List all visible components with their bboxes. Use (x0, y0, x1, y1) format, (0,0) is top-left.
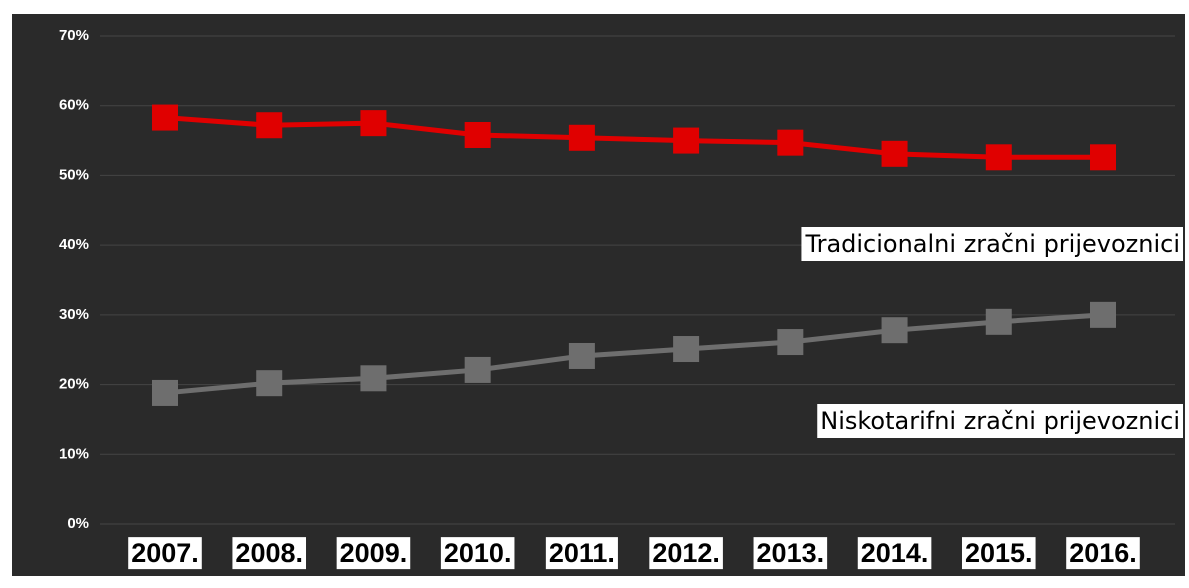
x-tick-label-box (336, 537, 411, 570)
x-tick-label-box (440, 537, 515, 570)
series-label-group: Niskotarifni zračni prijevoznici (817, 404, 1183, 438)
x-tick-label-box (649, 537, 723, 570)
marker (985, 308, 1012, 335)
x-tick-label-group: 2015. (961, 537, 1036, 570)
y-tick-label: 70% (59, 27, 89, 44)
x-tick-label-group: 2016. (1066, 537, 1140, 570)
y-tick-label: 10% (59, 445, 89, 462)
x-tick-label: 2007. (131, 538, 199, 568)
x-tick-label-group: 2008. (232, 537, 307, 570)
marker (881, 140, 908, 167)
marker (777, 329, 804, 356)
x-tick-label-group: 2009. (336, 537, 411, 570)
x-tick-label-group: 2012. (649, 537, 723, 570)
x-tick-label-box (545, 537, 618, 570)
series-label-group: Tradicionalni zračni prijevoznici (801, 227, 1183, 261)
y-tick-label: 0% (67, 515, 89, 532)
marker (673, 127, 700, 154)
marker (256, 112, 283, 139)
y-tick-label: 30% (59, 306, 89, 323)
x-tick-label: 2012. (652, 538, 720, 568)
x-tick-label-group: 2011. (545, 537, 618, 570)
marker (881, 317, 908, 344)
marker (985, 144, 1012, 171)
marker (673, 336, 700, 363)
x-tick-label-group: 2010. (440, 537, 515, 570)
marker (1090, 301, 1116, 328)
x-tick-label: 2014. (861, 538, 929, 568)
y-tick-label: 20% (59, 376, 89, 393)
x-tick-label: 2009. (340, 538, 408, 568)
marker (256, 370, 283, 397)
series-line (164, 115, 1103, 160)
marker (360, 365, 387, 392)
x-tick-label: 2016. (1069, 538, 1137, 568)
y-tick-label: 40% (59, 236, 89, 253)
x-tick-label-box (128, 537, 202, 570)
marker (152, 104, 178, 131)
marker (568, 342, 595, 369)
marker (777, 129, 804, 156)
marker (152, 379, 178, 406)
plot-background (12, 14, 1185, 576)
marker (464, 356, 491, 383)
marker (464, 121, 491, 148)
marker (360, 110, 387, 137)
x-tick-label: 2010. (444, 538, 512, 568)
x-tick-label-group: 2013. (753, 537, 828, 570)
marker (1090, 144, 1116, 171)
series-line (164, 312, 1104, 396)
x-tick-label-box (961, 537, 1036, 570)
x-tick-label-box (753, 537, 828, 570)
x-tick-label: 2008. (235, 538, 303, 568)
series-label: Tradicionalni zračni prijevoznici (804, 230, 1180, 258)
x-tick-label-box (1066, 537, 1140, 570)
y-tick-label: 60% (59, 97, 89, 114)
x-tick-label: 2013. (757, 538, 825, 568)
marker (568, 124, 595, 151)
y-tick-label: 50% (59, 166, 89, 183)
x-tick-label: 2011. (549, 538, 615, 568)
series-label-box (801, 227, 1183, 261)
series-label-box (817, 404, 1183, 438)
x-tick-label-group: 2014. (857, 537, 932, 570)
series-label: Niskotarifni zračni prijevoznici (820, 407, 1180, 435)
x-tick-label-group: 2007. (128, 537, 202, 570)
x-tick-label: 2015. (965, 538, 1033, 568)
x-tick-label-box (857, 537, 932, 570)
x-tick-label-box (232, 537, 307, 570)
